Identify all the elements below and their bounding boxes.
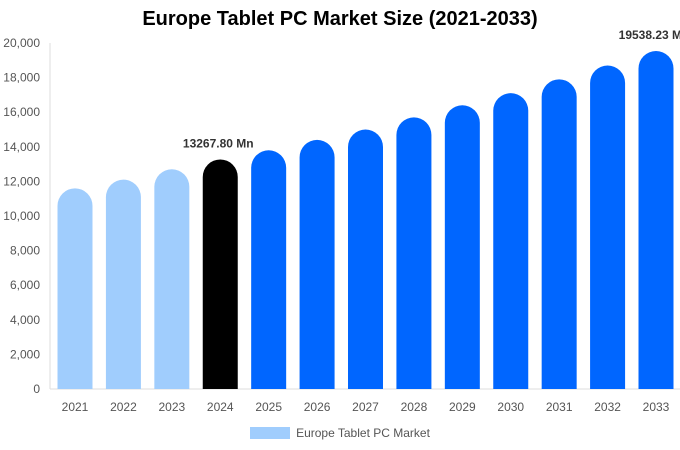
y-tick-label: 12,000 (3, 174, 40, 188)
y-tick-label: 8,000 (10, 244, 40, 258)
x-tick-label: 2030 (497, 400, 524, 414)
chart-title: Europe Tablet PC Market Size (2021-2033) (142, 8, 538, 30)
bar-2025 (251, 150, 287, 389)
x-tick-label: 2028 (401, 400, 428, 414)
data-label-2033: 19538.23 Mn (619, 28, 680, 42)
y-tick-label: 14,000 (3, 140, 40, 154)
data-label-2024: 13267.80 Mn (183, 136, 254, 150)
x-tick-label: 2022 (110, 400, 137, 414)
x-tick-label: 2033 (643, 400, 670, 414)
bar-2033 (638, 50, 674, 390)
y-tick-label: 18,000 (3, 71, 40, 85)
bar-2030 (493, 93, 529, 390)
bar-2028 (396, 117, 432, 389)
x-tick-label: 2023 (158, 400, 185, 414)
y-tick-label: 20,000 (3, 36, 40, 50)
x-tick-label: 2031 (546, 400, 573, 414)
x-tick-label: 2025 (255, 400, 282, 414)
bar-2021 (57, 188, 93, 389)
bar-2022 (105, 179, 141, 389)
x-tick-label: 2032 (594, 400, 621, 414)
x-tick-label: 2021 (62, 400, 89, 414)
bar-2027 (348, 129, 383, 389)
bar-2023 (154, 169, 190, 389)
x-tick-label: 2029 (449, 400, 476, 414)
legend-swatch (250, 426, 291, 439)
bar-2031 (541, 79, 577, 389)
y-tick-label: 6,000 (10, 278, 40, 292)
legend: Europe Tablet PC Market (0, 425, 680, 440)
bar-2032 (590, 65, 626, 390)
bar-2029 (444, 105, 480, 389)
x-tick-label: 2027 (352, 400, 379, 414)
y-tick-label: 0 (33, 382, 40, 396)
bar-2024 (202, 159, 238, 389)
bar-2026 (299, 139, 335, 389)
x-tick-label: 2024 (207, 400, 234, 414)
y-tick-label: 16,000 (3, 105, 40, 119)
y-tick-label: 4,000 (10, 313, 40, 327)
x-tick-label: 2026 (304, 400, 331, 414)
legend-label: Europe Tablet PC Market (296, 425, 430, 440)
y-tick-label: 10,000 (3, 209, 40, 223)
y-tick-label: 2,000 (10, 347, 40, 361)
